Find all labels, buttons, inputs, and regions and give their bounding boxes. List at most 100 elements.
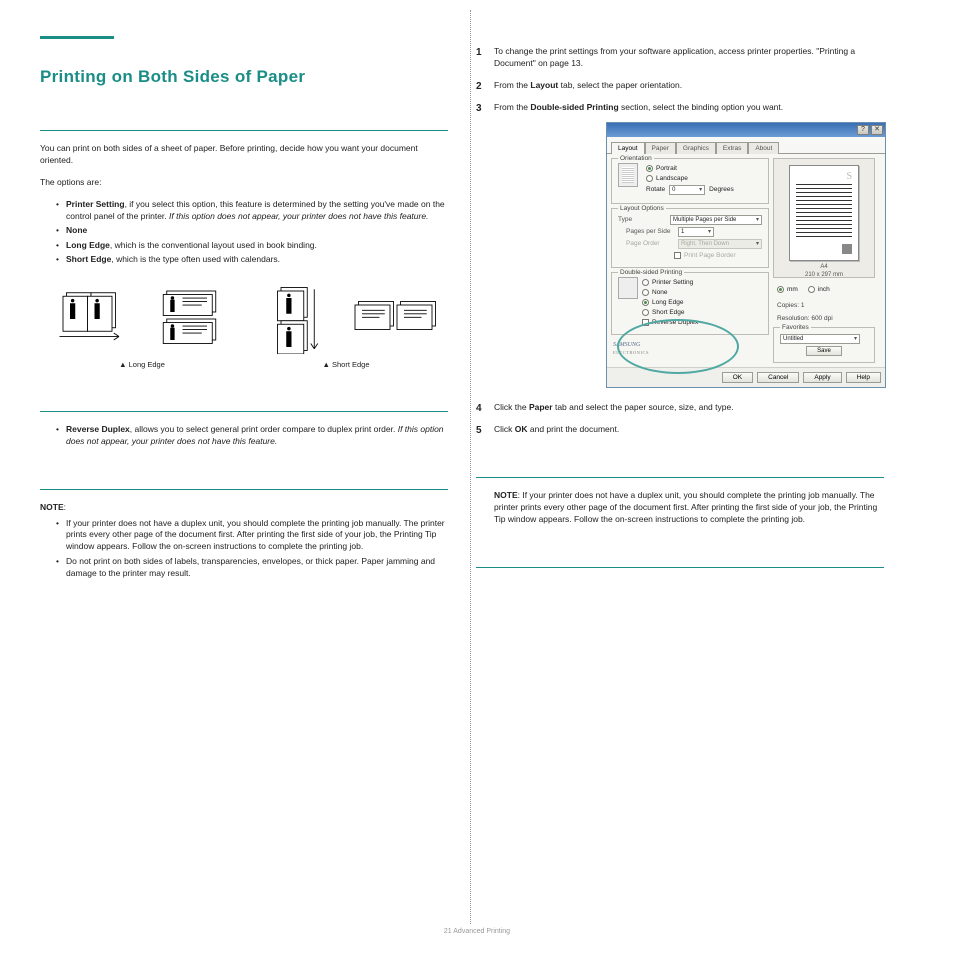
radio-long-edge[interactable]: Long Edge	[642, 298, 762, 307]
step-text: To change the print settings from your s…	[494, 46, 855, 68]
combo-value: Multiple Pages per Side	[673, 216, 736, 224]
option-label: Reverse Duplex	[66, 424, 130, 434]
option-desc: , which is the conventional layout used …	[110, 240, 317, 250]
caption-label: Long Edge	[129, 360, 165, 369]
radio-icon	[642, 309, 649, 316]
brand-sub: ELECTRONICS	[613, 350, 767, 356]
option-printer-setting: Printer Setting, if you select this opti…	[56, 199, 448, 222]
orientation-icon	[618, 163, 638, 187]
brand-logo: SAMSUNG ELECTRONICS	[611, 339, 769, 356]
note-list: If your printer does not have a duplex u…	[56, 518, 448, 580]
tab-paper[interactable]: Paper	[645, 142, 676, 154]
note-heading: NOTE	[494, 490, 518, 500]
radio-inch[interactable]: inch	[808, 285, 830, 294]
long-edge-portrait-diagram	[46, 284, 136, 354]
dialog-body: Orientation Portrait Landscape Rotate	[607, 153, 885, 367]
duplex-group: Double-sided Printing Printer Setting No…	[611, 272, 769, 335]
help-button[interactable]: Help	[846, 372, 881, 383]
step-2: From the Layout tab, select the paper or…	[476, 80, 884, 92]
reverse-duplex-check[interactable]: Reverse Duplex	[642, 318, 762, 327]
tab-graphics[interactable]: Graphics	[676, 142, 716, 154]
save-button[interactable]: Save	[806, 346, 842, 356]
tab-extras[interactable]: Extras	[716, 142, 748, 154]
left-column: Printing on Both Sides of Paper You can …	[40, 38, 448, 590]
printer-properties-dialog: ? ✕ Layout Paper Graphics Extras About	[606, 122, 886, 388]
close-icon[interactable]: ✕	[871, 125, 883, 135]
options-lead: The options are:	[40, 177, 448, 189]
radio-mm[interactable]: mm	[777, 285, 798, 294]
radio-none[interactable]: None	[642, 288, 762, 297]
help-icon[interactable]: ?	[857, 125, 869, 135]
radio-landscape[interactable]: Landscape	[646, 174, 762, 183]
option-label: Long Edge	[66, 240, 110, 250]
combo-value: Right, Then Down	[681, 240, 729, 248]
group-label: Favorites	[780, 323, 811, 332]
tab-about[interactable]: About	[748, 142, 779, 154]
combo-value: Untitled	[783, 335, 803, 343]
type-combo[interactable]: Multiple Pages per Side ▾	[670, 215, 762, 225]
dialog-button-row: OK Cancel Apply Help	[607, 367, 885, 387]
step-text: and print the document.	[528, 424, 620, 434]
radio-label: Portrait	[656, 164, 677, 173]
rotate-combo[interactable]: 0▾	[669, 185, 705, 195]
note-colon: :	[64, 502, 66, 512]
ok-button[interactable]: OK	[722, 372, 753, 383]
print-page-border-check: Print Page Border	[674, 251, 762, 260]
orientation-group: Orientation Portrait Landscape Rotate	[611, 158, 769, 204]
preview-size-caption: A4 210 x 297 mm	[780, 263, 868, 280]
step-text: From the	[494, 80, 530, 90]
radio-icon	[642, 299, 649, 306]
radio-short-edge[interactable]: Short Edge	[642, 308, 762, 317]
field-label: Pages per Side	[626, 227, 674, 236]
step-text: Click the	[494, 402, 529, 412]
favorites-combo[interactable]: Untitled▾	[780, 334, 860, 344]
subsection-rule-1	[40, 111, 448, 132]
chevron-down-icon: ▾	[756, 240, 759, 248]
field-label: Type	[618, 215, 666, 224]
apply-button[interactable]: Apply	[803, 372, 841, 383]
chevron-down-icon: ▾	[708, 228, 711, 236]
chevron-down-icon: ▾	[756, 216, 759, 224]
preview-thumb	[842, 244, 852, 254]
caption-long-edge: ▲ Long Edge	[67, 360, 217, 370]
radio-icon	[646, 165, 653, 172]
step-text: From the	[494, 102, 530, 112]
dialog-left-pane: Orientation Portrait Landscape Rotate	[611, 158, 769, 363]
pages-per-side-combo[interactable]: 1▾	[678, 227, 714, 237]
checkbox-icon	[642, 319, 649, 326]
option-label: None	[66, 225, 87, 235]
option-label: Printer Setting	[66, 199, 125, 209]
tab-layout[interactable]: Layout	[611, 142, 645, 154]
radio-label: mm	[787, 285, 798, 294]
option-desc: , allows you to select general print ord…	[130, 424, 398, 434]
page-footer: 21 Advanced Printing	[0, 927, 954, 936]
option-reverse-duplex: Reverse Duplex, allows you to select gen…	[56, 424, 448, 447]
radio-label: Long Edge	[652, 298, 683, 307]
option-desc: , which is the type often used with cale…	[111, 254, 280, 264]
radio-label: Short Edge	[652, 308, 685, 317]
field-label: Rotate	[646, 185, 665, 194]
radio-portrait[interactable]: Portrait	[646, 164, 762, 173]
option-label: Short Edge	[66, 254, 111, 264]
subsection-rule-5	[476, 548, 884, 569]
group-label: Layout Options	[618, 204, 666, 213]
units-row: mm inch	[773, 282, 875, 297]
step-text: section, select the binding option you w…	[619, 102, 783, 112]
step-bold: Layout	[530, 80, 558, 90]
subsection-rule-2	[40, 392, 448, 413]
preview-page: S	[789, 165, 859, 261]
step-bold: OK	[515, 424, 528, 434]
layout-options-group: Layout Options Type Multiple Pages per S…	[611, 208, 769, 268]
combo-value: 1	[681, 228, 684, 236]
duplex-icon	[618, 277, 638, 299]
dialog-titlebar: ? ✕	[607, 123, 885, 137]
long-edge-landscape-diagram	[148, 284, 238, 354]
cancel-button[interactable]: Cancel	[757, 372, 799, 383]
step-bold: Paper	[529, 402, 553, 412]
preview-s-glyph: S	[846, 170, 852, 184]
step-text: Click	[494, 424, 515, 434]
option-long-edge: Long Edge, which is the conventional lay…	[56, 240, 448, 251]
radio-printer-setting[interactable]: Printer Setting	[642, 278, 762, 287]
section-heading: Printing on Both Sides of Paper	[40, 66, 448, 89]
binding-diagrams	[40, 284, 448, 354]
